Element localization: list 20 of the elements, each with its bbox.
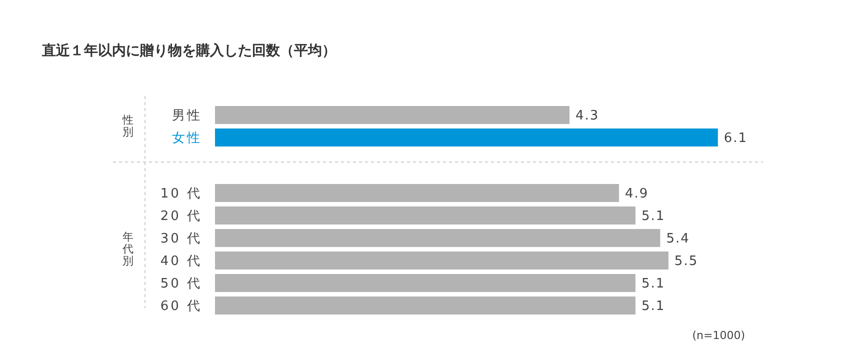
y-tick-label: 男性 (172, 108, 202, 124)
data-label: 5.1 (641, 276, 666, 292)
y-tick-label: 50 代 (160, 276, 202, 292)
y-tick-label: 女性 (172, 131, 202, 146)
data-label: 5.5 (674, 254, 698, 270)
data-label: 5.1 (641, 299, 666, 314)
data-label: 5.4 (666, 232, 690, 247)
text: 性別 (122, 113, 134, 138)
chart-title: 直近１年以内に贈り物を購入した回数（平均） (41, 42, 336, 59)
data-label: 4.9 (624, 186, 649, 202)
y-tick-label: 30 代 (160, 232, 202, 247)
data-label: 5.1 (641, 209, 666, 224)
y-tick-label: 10 代 (160, 186, 202, 202)
y-tick-label: 20 代 (160, 209, 202, 224)
text: (n=1000) (692, 329, 745, 342)
data-label: 4.3 (576, 108, 600, 124)
y-tick-label: 60 代 (160, 299, 202, 314)
y-tick-label: 40 代 (160, 254, 202, 270)
data-label: 6.1 (724, 131, 748, 146)
text: 年代別 (122, 230, 134, 268)
